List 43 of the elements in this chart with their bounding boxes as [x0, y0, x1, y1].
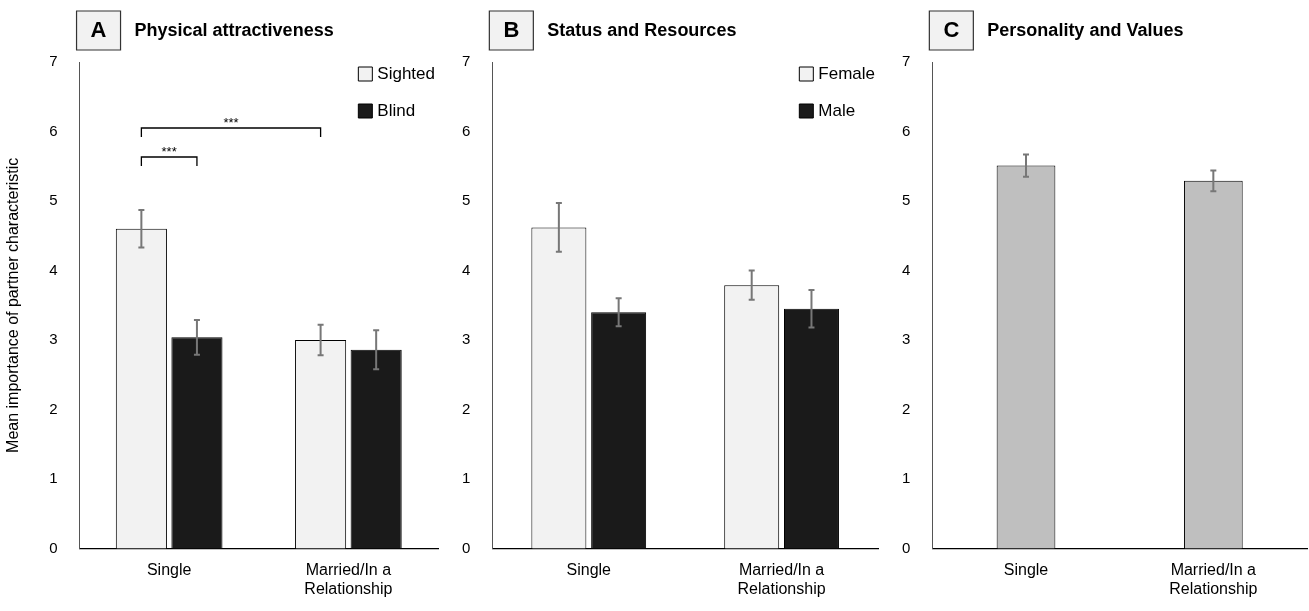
y-tick-label: 2	[49, 399, 58, 417]
y-tick-label: 2	[462, 399, 471, 417]
text: C	[943, 17, 960, 43]
legend-label: Sighted	[377, 63, 436, 83]
y-tick-label: 5	[902, 191, 911, 209]
y-tick-label: 7	[49, 52, 58, 70]
y-tick-label: 1	[462, 469, 471, 487]
y-tick-label: 0	[902, 538, 911, 556]
y-axis-title: Mean importance of partner characteristic	[4, 157, 22, 453]
y-tick-label: 7	[462, 52, 471, 70]
text: B	[503, 17, 520, 43]
y-tick-label: 4	[49, 260, 58, 278]
y-tick-label: 7	[902, 52, 911, 70]
y-tick-label: 1	[902, 469, 911, 487]
y-tick-label: 2	[902, 399, 911, 417]
y-tick-label: 4	[902, 260, 911, 278]
y-tick-label: 6	[49, 121, 58, 139]
y-tick-label: 1	[49, 469, 58, 487]
legend-label: Female	[818, 63, 875, 83]
x-tick-label: Married/In a Relationship	[304, 560, 393, 597]
chart-title: Physical attractiveness	[134, 19, 334, 40]
y-tick-label: 0	[49, 538, 58, 556]
y-tick-label: 5	[462, 191, 471, 209]
chart-title: Personality and Values	[987, 19, 1184, 40]
y-tick-label: 6	[462, 121, 471, 139]
x-tick-label: Single	[1003, 560, 1049, 578]
y-tick-label: 6	[902, 121, 911, 139]
x-tick-label: Single	[146, 560, 192, 578]
y-tick-label: 3	[49, 330, 58, 348]
x-tick-label: Single	[566, 560, 612, 578]
y-tick-label: 3	[902, 330, 911, 348]
annotation: ***	[223, 115, 239, 131]
chart-title: Status and Resources	[547, 19, 737, 40]
y-tick-label: 0	[462, 538, 471, 556]
y-tick-label: 4	[462, 260, 471, 278]
x-tick-label: Married/In a Relationship	[737, 560, 826, 597]
legend-label: Blind	[377, 100, 416, 120]
x-tick-label: Married/In a Relationship	[1169, 560, 1258, 597]
annotation: ***	[161, 144, 177, 160]
y-tick-label: 3	[462, 330, 471, 348]
legend-label: Male	[818, 100, 856, 120]
text: A	[90, 17, 107, 43]
y-tick-label: 5	[49, 191, 58, 209]
